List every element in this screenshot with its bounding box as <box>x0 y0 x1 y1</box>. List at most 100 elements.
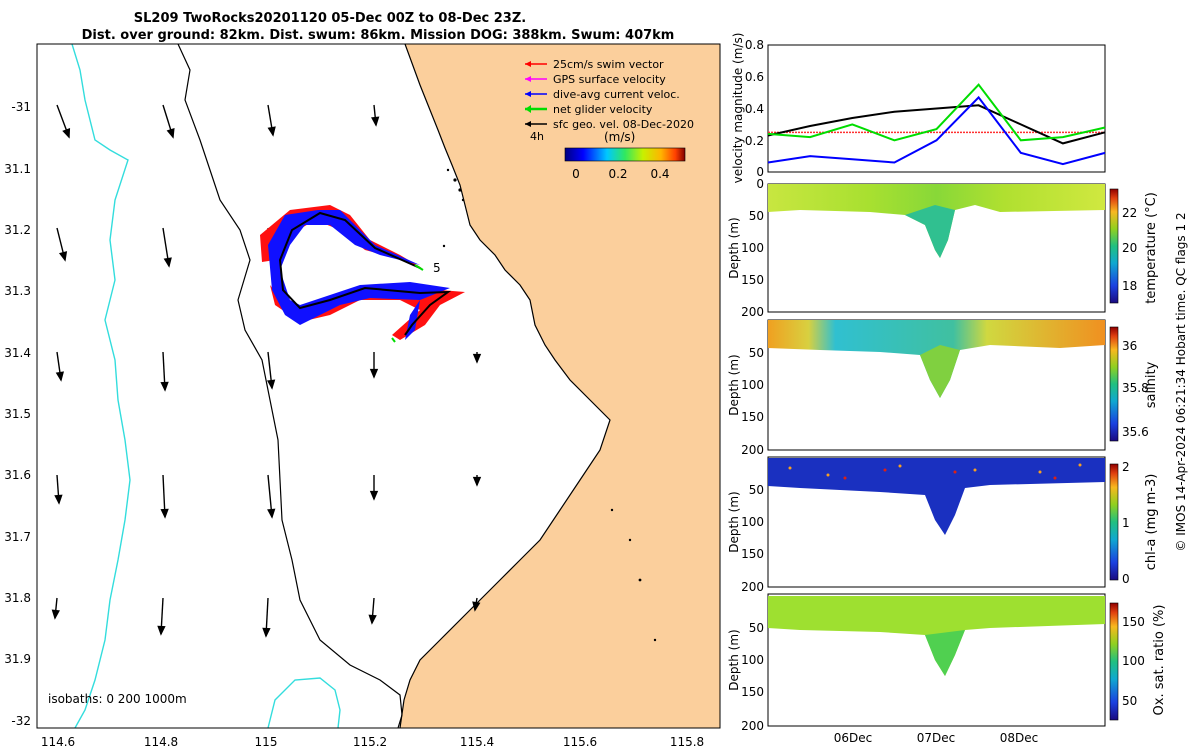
svg-text:dive-avg current veloc.: dive-avg current veloc. <box>553 88 680 101</box>
svg-text:150: 150 <box>741 273 764 287</box>
svg-text:200: 200 <box>741 305 764 319</box>
islands <box>442 168 657 642</box>
svg-text:50: 50 <box>749 346 764 360</box>
x-tick: 115.6 <box>563 735 597 749</box>
svg-text:150: 150 <box>741 685 764 699</box>
map-y-ticks: -31 31.1 31.2 31.3 31.4 31.5 31.6 31.7 3… <box>4 100 31 728</box>
y-tick: 31.5 <box>4 407 31 421</box>
ox-cb-label: Ox. sat. ratio (%) <box>1152 605 1167 716</box>
geo-arrow-head <box>166 128 175 139</box>
velocity-lines <box>767 83 1106 166</box>
map-cb-tick: 0.4 <box>650 167 669 181</box>
geo-arrow-head <box>62 127 71 139</box>
isobath-1000 <box>71 44 131 728</box>
svg-text:200: 200 <box>741 443 764 457</box>
temp-ylabel: Depth (m) <box>727 217 741 278</box>
track-end-label: 5 <box>433 261 441 275</box>
legend-sfc-geo: sfc geo. vel. 08-Dec-2020 <box>525 118 694 131</box>
geo-arrow-head <box>51 609 60 620</box>
glider-track <box>260 205 465 343</box>
map-title-line1: SL209 TwoRocks20201120 05-Dec 00Z to 08-… <box>134 11 526 26</box>
net-track <box>278 211 452 336</box>
geo-arrow-head <box>369 490 379 501</box>
profile-temperature: Depth (m) 18 20 22 temperature (°C) <box>727 183 1159 313</box>
vel-y-tick: 0.6 <box>745 70 764 84</box>
time-label: 4h <box>530 130 544 143</box>
svg-text:25cm/s swim vector: 25cm/s swim vector <box>553 58 664 71</box>
map-cb-tick: 0 <box>572 167 580 181</box>
svg-text:100: 100 <box>1122 654 1145 668</box>
y-tick: 31.2 <box>4 223 31 237</box>
geo-arrow-head <box>262 627 271 638</box>
geo-arrow-head <box>472 601 481 612</box>
svg-text:50: 50 <box>749 209 764 223</box>
geo-arrow-head <box>472 353 482 364</box>
map-x-ticks: 114.6 114.8 115 115.2 115.4 115.6 115.8 <box>41 735 704 749</box>
svg-text:200: 200 <box>741 719 764 733</box>
depth-ticks: 0 50 100 150 200 50 100 150 200 50 100 1… <box>741 177 764 733</box>
svg-text:150: 150 <box>741 547 764 561</box>
x-tick-date: 08Dec <box>1000 731 1039 745</box>
velocity-y-ticks: 0 0.2 0.4 0.6 0.8 <box>745 38 764 179</box>
svg-text:0: 0 <box>1122 572 1130 586</box>
vel-y-tick: 0.8 <box>745 38 764 52</box>
y-tick: 31.6 <box>4 468 31 482</box>
map-colorbar <box>564 147 686 162</box>
geo-arrow-head <box>157 625 166 636</box>
legend-swim-vector: 25cm/s swim vector <box>525 58 664 71</box>
x-tick: 114.6 <box>41 735 75 749</box>
y-tick: -31 <box>11 100 31 114</box>
y-tick: 31.7 <box>4 530 31 544</box>
svg-text:35.6: 35.6 <box>1122 425 1149 439</box>
geo-arrow-head <box>266 379 276 390</box>
current-blue <box>268 210 450 340</box>
legend-dive-avg: dive-avg current veloc. <box>525 88 680 101</box>
svg-text:0: 0 <box>756 177 764 191</box>
velocity-series-line <box>767 83 1106 142</box>
svg-text:35.8: 35.8 <box>1122 381 1149 395</box>
svg-text:1: 1 <box>1122 516 1130 530</box>
svg-text:20: 20 <box>1122 241 1137 255</box>
x-tick: 115.4 <box>460 735 494 749</box>
y-tick: 31.1 <box>4 162 31 176</box>
side-caption: © IMOS 14-Apr-2024 06:21:34 Hobart time.… <box>1174 212 1188 551</box>
svg-text:net glider velocity: net glider velocity <box>553 103 653 116</box>
colorbar-unit: (m/s) <box>604 130 635 144</box>
legend-net-glider: net glider velocity <box>525 103 653 116</box>
svg-text:GPS surface velocity: GPS surface velocity <box>553 73 666 86</box>
svg-text:150: 150 <box>1122 615 1145 629</box>
ox-ylabel: Depth (m) <box>727 629 741 690</box>
geo-arrow-head <box>368 614 377 625</box>
x-tick: 114.8 <box>144 735 178 749</box>
y-tick: -32 <box>11 714 31 728</box>
svg-text:50: 50 <box>749 621 764 635</box>
chla-cb-label: chl-a (mg m-3) <box>1144 474 1159 571</box>
geo-arrow-head <box>160 381 169 392</box>
map-frame <box>36 43 721 729</box>
sal-ylabel: Depth (m) <box>727 354 741 415</box>
x-tick-date: 06Dec <box>834 731 873 745</box>
vel-y-tick: 0 <box>756 165 764 179</box>
isobath-1000-south <box>267 677 341 728</box>
y-tick: 31.9 <box>4 652 31 666</box>
map-title-line2: Dist. over ground: 82km. Dist. swum: 86k… <box>82 28 675 43</box>
geo-arrow-head <box>369 368 379 379</box>
svg-text:100: 100 <box>741 515 764 529</box>
temp-cb-label: temperature (°C) <box>1144 192 1159 304</box>
geo-arrow-head <box>54 494 63 505</box>
isobath-note: isobaths: 0 200 1000m <box>48 692 187 706</box>
geo-arrow-head <box>267 508 276 519</box>
vel-y-tick: 0.2 <box>745 134 764 148</box>
svg-text:200: 200 <box>741 580 764 594</box>
svg-text:150: 150 <box>741 410 764 424</box>
map-area: 5 25cm/s swim vector GPS surface velocit… <box>37 44 720 728</box>
velocity-series-line <box>767 104 1106 145</box>
vel-y-tick: 0.4 <box>745 102 764 116</box>
geo-arrow-head <box>160 508 169 519</box>
svg-text:22: 22 <box>1122 206 1137 220</box>
svg-text:100: 100 <box>741 653 764 667</box>
velocity-ylabel: velocity magnitude (m/s) <box>731 33 745 184</box>
profile-salinity: Depth (m) 35.6 35.8 36 salinity <box>727 319 1159 451</box>
geo-arrow-head <box>267 126 276 137</box>
svg-text:100: 100 <box>741 241 764 255</box>
